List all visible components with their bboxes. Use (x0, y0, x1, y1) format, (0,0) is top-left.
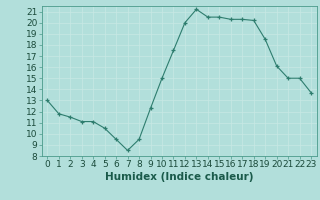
X-axis label: Humidex (Indice chaleur): Humidex (Indice chaleur) (105, 172, 253, 182)
